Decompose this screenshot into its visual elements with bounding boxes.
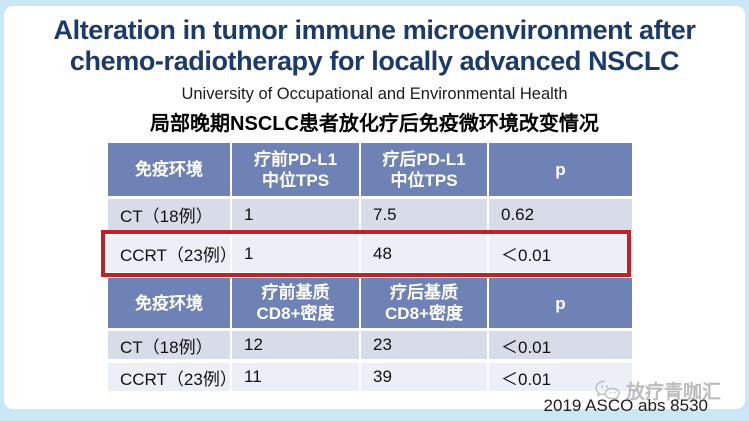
chinese-heading: 局部晚期NSCLC患者放化疗后免疫微环境改变情况	[150, 113, 599, 135]
table1-header-pre-pdl1: 疗前PD-L1 中位TPS	[232, 143, 359, 196]
wechat-icon	[594, 379, 622, 403]
table2-header-pre-cd8: 疗前基质 CD8+密度	[232, 278, 359, 328]
table2-ct-p-value: ＜0.01	[489, 331, 632, 359]
table1-ccrt-post-value: 48	[361, 235, 487, 272]
table2-ct-label: CT（18例）	[108, 331, 230, 359]
table2-header-row: 免疫环境 疗前基质 CD8+密度 疗后基质 CD8+密度 p	[108, 278, 632, 328]
table2-ccrt-post-value: 39	[361, 363, 487, 391]
table2-ct-pre-value: 12	[232, 331, 359, 359]
page-title-line2: chemo-radiotherapy for locally advanced …	[69, 46, 680, 76]
table2-ct-post-value: 23	[361, 331, 487, 359]
table2-header-post-cd8: 疗后基质 CD8+密度	[361, 278, 487, 328]
table1-row-ccrt: CCRT（23例） 1 48 ＜0.01	[108, 235, 632, 272]
table2-ccrt-p-value: ＜0.01	[489, 363, 632, 391]
table1-row-ct: CT（18例） 1 7.5 0.62	[108, 199, 632, 230]
table1-header-row: 免疫环境 疗前PD-L1 中位TPS 疗后PD-L1 中位TPS p	[108, 143, 632, 196]
institution-subtitle: University of Occupational and Environme…	[181, 85, 568, 103]
table1-ct-post-value: 7.5	[361, 199, 487, 230]
table2-row-ccrt: CCRT（23例） 11 39 ＜0.01	[108, 363, 632, 391]
page-title: Alteration in tumor immune microenvironm…	[4, 15, 745, 77]
watermark-text: 放疗青咖汇	[625, 382, 721, 403]
slide-content-area: Alteration in tumor immune microenvironm…	[4, 6, 745, 415]
table2-header-immune-env: 免疫环境	[108, 278, 230, 328]
table2-header-p: p	[489, 278, 632, 328]
watermark: 放疗青咖汇	[594, 377, 721, 404]
table1-header-post-pdl1: 疗后PD-L1 中位TPS	[361, 143, 487, 196]
table1-ct-label: CT（18例）	[108, 199, 230, 230]
red-highlight-box	[101, 230, 631, 277]
table2-ccrt-pre-value: 11	[232, 363, 359, 391]
table2-ccrt-label: CCRT（23例）	[108, 363, 237, 391]
results-table: 免疫环境 疗前PD-L1 中位TPS 疗后PD-L1 中位TPS p CT（18…	[101, 143, 632, 391]
table1-ct-pre-value: 1	[232, 199, 359, 230]
table2-row-ct: CT（18例） 12 23 ＜0.01	[108, 331, 632, 359]
table1-ct-p-value: 0.62	[489, 199, 632, 230]
page-title-line1: Alteration in tumor immune microenvironm…	[53, 15, 696, 45]
table1-header-immune-env: 免疫环境	[108, 143, 230, 196]
table1-ccrt-label: CCRT（23例）	[108, 235, 237, 272]
table1-ccrt-pre-value: 1	[232, 235, 359, 272]
table1-ccrt-p-value: ＜0.01	[489, 235, 632, 272]
citation-text: 2019 ASCO abs 8530	[543, 396, 708, 415]
table1-header-p: p	[489, 143, 632, 196]
